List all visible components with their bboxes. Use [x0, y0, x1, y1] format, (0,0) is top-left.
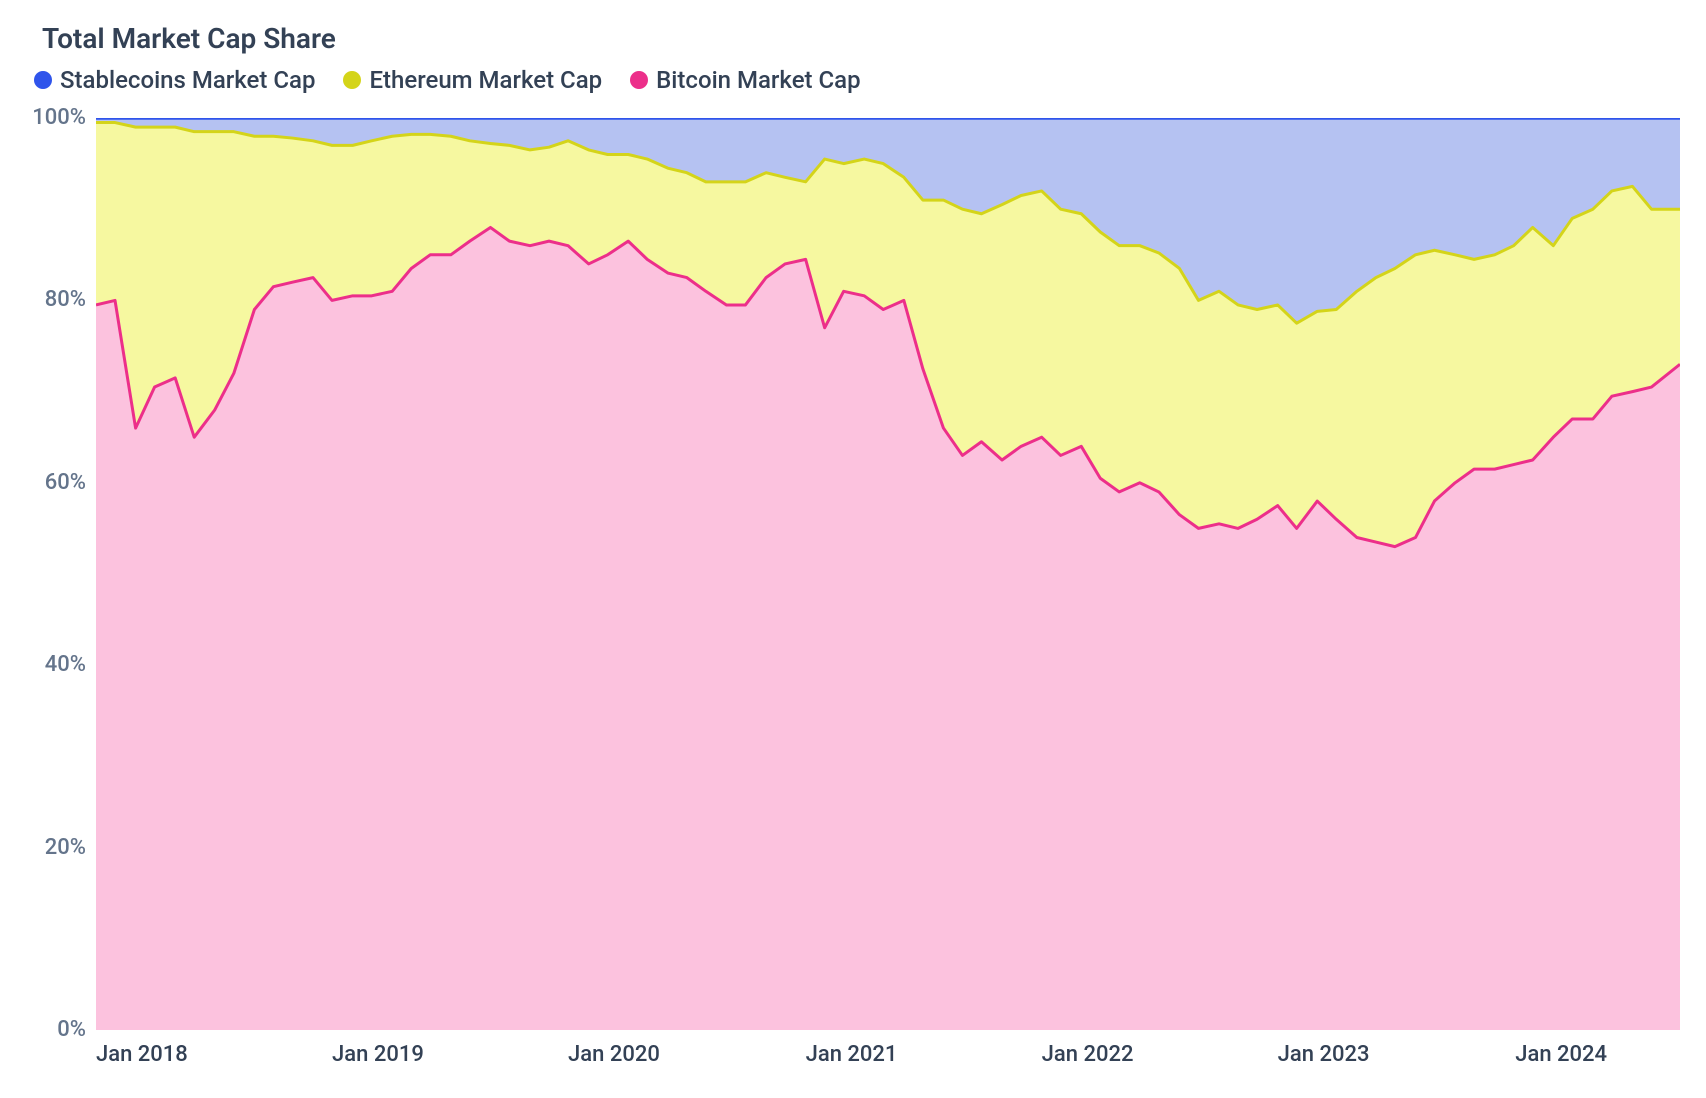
chart-legend: Stablecoins Market Cap Ethereum Market C… — [34, 66, 861, 94]
x-axis-tick-label: Jan 2021 — [806, 1042, 898, 1067]
x-axis-tick-label: Jan 2020 — [568, 1042, 660, 1067]
y-axis-tick-label: 20% — [45, 835, 86, 860]
y-axis-tick-label: 100% — [32, 105, 86, 130]
y-axis-tick-label: 40% — [45, 652, 86, 677]
legend-label-stablecoins: Stablecoins Market Cap — [60, 66, 315, 94]
legend-label-bitcoin: Bitcoin Market Cap — [656, 66, 860, 94]
legend-label-ethereum: Ethereum Market Cap — [369, 66, 602, 94]
chart-title: Total Market Cap Share — [42, 22, 336, 55]
chart-plot-area — [96, 118, 1680, 1030]
market-cap-share-chart: Total Market Cap Share Stablecoins Marke… — [0, 0, 1706, 1098]
legend-item-bitcoin[interactable]: Bitcoin Market Cap — [630, 66, 860, 94]
x-axis-tick-label: Jan 2018 — [96, 1042, 188, 1067]
x-axis-tick-label: Jan 2024 — [1515, 1042, 1607, 1067]
x-axis-tick-label: Jan 2019 — [332, 1042, 424, 1067]
legend-swatch-bitcoin — [630, 71, 648, 89]
x-axis-tick-label: Jan 2022 — [1042, 1042, 1134, 1067]
legend-item-ethereum[interactable]: Ethereum Market Cap — [343, 66, 602, 94]
x-axis-tick-label: Jan 2023 — [1278, 1042, 1370, 1067]
y-axis-tick-label: 60% — [45, 470, 86, 495]
legend-swatch-stablecoins — [34, 71, 52, 89]
y-axis-tick-label: 80% — [45, 287, 86, 312]
y-axis-tick-label: 0% — [57, 1017, 86, 1042]
legend-swatch-ethereum — [343, 71, 361, 89]
legend-item-stablecoins[interactable]: Stablecoins Market Cap — [34, 66, 315, 94]
